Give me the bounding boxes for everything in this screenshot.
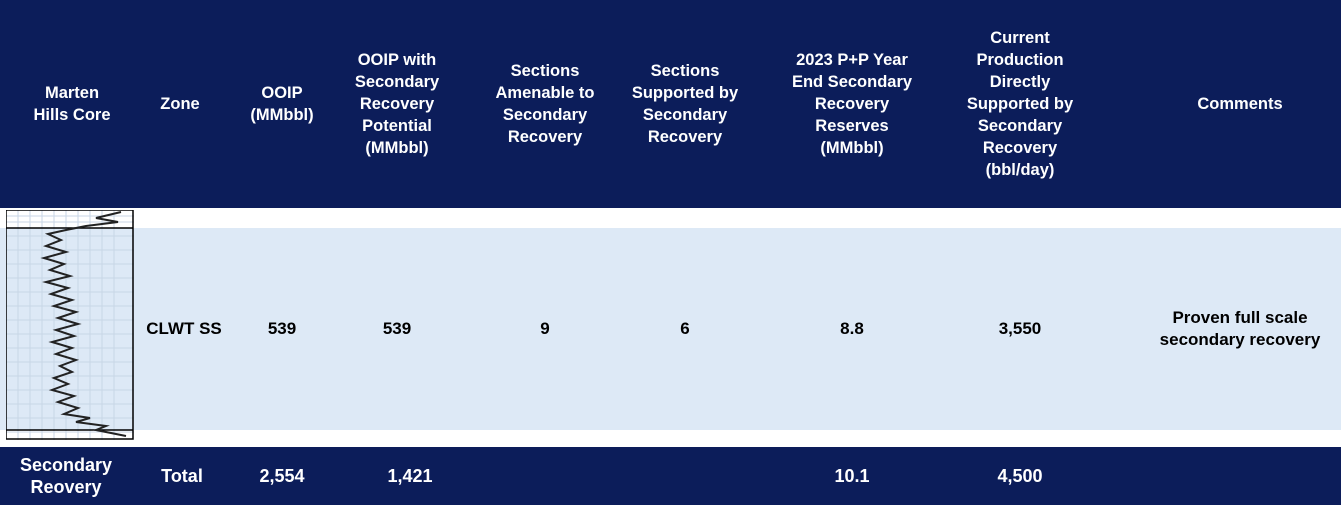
header-cell: Comments: [1197, 95, 1283, 113]
total-cell: 4,500: [997, 466, 1043, 486]
header-cell: 2023 P+P Year End Secondary Recovery Res…: [791, 51, 913, 157]
total-band: [0, 447, 1341, 505]
header-band: [0, 0, 1341, 208]
data-cell: 3,550: [998, 319, 1042, 338]
header-cell: OOIP with Secondary Recovery Potential (…: [354, 51, 440, 157]
total-cell: 2,554: [259, 466, 305, 486]
header-cell: OOIP (MMbbl): [250, 84, 314, 124]
well-log: [6, 210, 134, 440]
total-cell: Secondary Reovery: [19, 455, 113, 497]
header-cell: Marten Hills Core: [33, 84, 111, 124]
data-cell: 539: [267, 319, 297, 338]
total-cell: 10.1: [834, 466, 870, 486]
header-cell: Current Production Directly Supported by…: [966, 29, 1074, 179]
total-cell: Total: [161, 466, 203, 486]
data-cell: 6: [680, 319, 690, 338]
data-cell: CLWT SS: [146, 319, 222, 338]
header-cell: Zone: [160, 95, 200, 113]
row-band: [0, 228, 1341, 430]
data-cell: 539: [382, 319, 412, 338]
data-cell: Proven full scale secondary recovery: [1159, 308, 1321, 349]
data-cell: 9: [540, 319, 550, 338]
data-cell: 8.8: [840, 319, 864, 338]
total-cell: 1,421: [387, 466, 433, 486]
header-cell: Sections Supported by Secondary Recovery: [631, 62, 739, 146]
header-cell: Sections Amenable to Secondary Recovery: [495, 62, 595, 146]
